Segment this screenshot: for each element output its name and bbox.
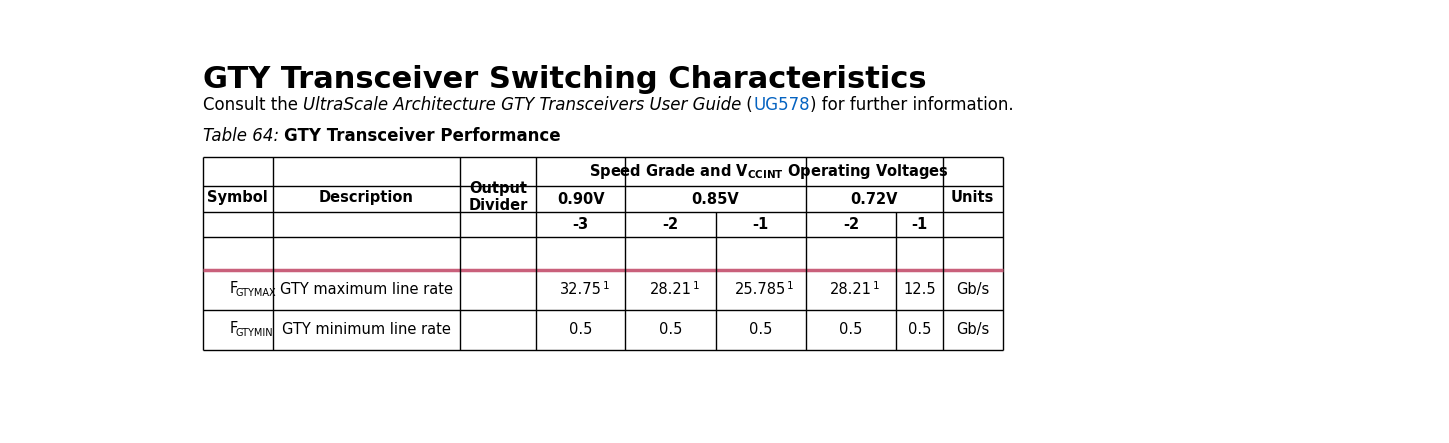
Text: -1: -1 [752, 217, 769, 232]
Text: 0.5: 0.5 [749, 322, 772, 337]
Text: Gb/s: Gb/s [956, 322, 990, 337]
Text: 0.72V: 0.72V [851, 191, 898, 206]
Text: Gb/s: Gb/s [956, 282, 990, 297]
Text: 0.90V: 0.90V [556, 191, 604, 206]
Text: GTYMIN: GTYMIN [235, 328, 272, 338]
Text: 1: 1 [603, 281, 609, 291]
Text: -2: -2 [662, 217, 678, 232]
Text: 0.5: 0.5 [569, 322, 593, 337]
Text: -2: -2 [843, 217, 859, 232]
Text: Consult the: Consult the [203, 96, 303, 113]
Text: UltraScale Architecture GTY Transceivers User Guide: UltraScale Architecture GTY Transceivers… [303, 96, 742, 113]
Text: 1: 1 [787, 281, 794, 291]
Text: 0.5: 0.5 [909, 322, 932, 337]
Text: Table 64:: Table 64: [203, 127, 284, 145]
Text: Speed Grade and V$_\mathregular{CCINT}$ Operating Voltages: Speed Grade and V$_\mathregular{CCINT}$ … [590, 162, 949, 181]
Text: GTYMAX: GTYMAX [235, 288, 275, 298]
Text: GTY Transceiver Switching Characteristics: GTY Transceiver Switching Characteristic… [203, 66, 926, 94]
Text: 1: 1 [693, 281, 698, 291]
Text: -1: -1 [911, 217, 927, 232]
Text: 32.75: 32.75 [559, 282, 601, 297]
Text: -3: -3 [572, 217, 588, 232]
Text: 0.5: 0.5 [839, 322, 862, 337]
Text: Output
Divider: Output Divider [468, 181, 527, 214]
Text: 25.785: 25.785 [735, 282, 787, 297]
Text: 12.5: 12.5 [903, 282, 936, 297]
Text: GTY Transceiver Performance: GTY Transceiver Performance [284, 127, 561, 145]
Text: GTY maximum line rate: GTY maximum line rate [280, 282, 454, 297]
Text: 0.85V: 0.85V [691, 191, 739, 206]
Text: 28.21: 28.21 [649, 282, 691, 297]
Text: F: F [230, 280, 238, 295]
Text: 1: 1 [872, 281, 880, 291]
Text: F: F [230, 321, 238, 335]
Text: Symbol: Symbol [207, 190, 268, 205]
Text: Description: Description [319, 190, 414, 205]
Text: GTY minimum line rate: GTY minimum line rate [283, 322, 451, 337]
Text: 0.5: 0.5 [659, 322, 682, 337]
Text: (: ( [742, 96, 753, 113]
Text: ) for further information.: ) for further information. [810, 96, 1013, 113]
Text: UG578: UG578 [753, 96, 810, 113]
Text: 28.21: 28.21 [830, 282, 872, 297]
Text: Units: Units [951, 190, 994, 205]
